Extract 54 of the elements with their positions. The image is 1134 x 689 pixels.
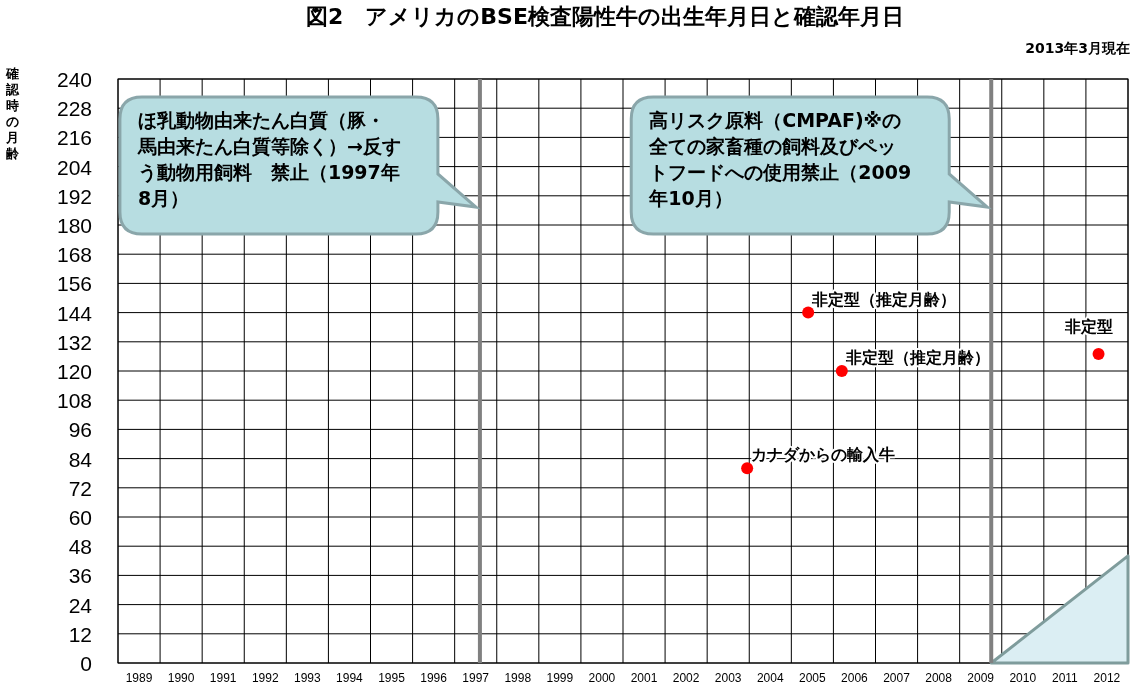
y-tick-label: 120 (56, 360, 92, 383)
annotation: ほ乳動物由来たん白質（豚・馬由来たん白質等除く）→反すう動物用飼料 禁止（1997年8月） (136, 109, 401, 209)
y-tick-label: 180 (56, 214, 92, 237)
y-axis-title: 確認時の月齢 (4, 66, 20, 161)
x-tick-label: 1999 (546, 671, 574, 685)
x-tick-label: 2005 (799, 671, 827, 685)
y-tick-label: 36 (68, 564, 92, 588)
x-tick-label: 2009 (967, 671, 995, 685)
x-tick-label: 1990 (167, 671, 195, 685)
chart-title: 図2 アメリカのBSE検査陽性牛の出生年月日と確認年月日 (306, 4, 904, 29)
y-tick-label: 12 (68, 622, 92, 646)
y-tick-label: 72 (68, 476, 92, 500)
x-tick-label: 2012 (1093, 671, 1121, 685)
x-tick-label: 1996 (420, 671, 448, 685)
y-tick-label: 132 (56, 330, 92, 354)
x-tick-label: 1994 (336, 671, 364, 685)
x-tick-label: 2006 (841, 671, 869, 685)
y-tick-label: 168 (56, 243, 92, 267)
x-tick-label: 2011 (1051, 671, 1079, 685)
x-tick-label: 1995 (378, 671, 406, 685)
point (741, 462, 754, 475)
y-tick-label: 96 (68, 418, 92, 442)
y-tick-label: 192 (56, 184, 92, 208)
chart-subtitle: 2013年3月現在 (1025, 40, 1130, 56)
x-tick-label: 2008 (925, 671, 953, 685)
y-tick-label: 108 (56, 389, 92, 413)
x-tick-label: 1989 (125, 671, 153, 685)
x-tick-label: 2001 (630, 671, 658, 685)
annotation: 高リスク原料（CMPAF)※の全ての家畜種の飼料及びペットフードへの使用禁止（2009年10月） (648, 109, 912, 209)
point (1092, 347, 1105, 360)
y-tick-label: 84 (68, 447, 93, 471)
y-tick-label: 48 (68, 535, 92, 559)
x-tick-label: 2007 (883, 671, 911, 685)
x-tick-label: 1991 (209, 671, 237, 685)
x-tick-label: 1998 (504, 671, 532, 685)
point (802, 306, 815, 319)
x-tick-label: 1997 (462, 671, 490, 685)
x-tick-label: 2004 (756, 671, 784, 685)
x-tick-label: 2003 (714, 671, 742, 685)
y-tick-label: 240 (56, 68, 92, 91)
x-tick-label: 2010 (1009, 671, 1037, 685)
y-tick-label: 216 (56, 126, 92, 150)
y-tick-label: 228 (56, 97, 92, 121)
x-tick-label: 1992 (251, 671, 279, 685)
y-tick-label: 204 (56, 155, 93, 179)
y-tick-label: 0 (80, 652, 92, 675)
x-tick-label: 1993 (294, 671, 322, 685)
y-tick-label: 24 (68, 593, 93, 617)
x-tick-label: 2002 (672, 671, 700, 685)
y-tick-label: 144 (56, 301, 93, 325)
x-tick-label: 2000 (588, 671, 616, 685)
y-tick-label: 60 (68, 506, 92, 529)
point (835, 365, 848, 377)
y-tick-label: 156 (56, 272, 92, 296)
